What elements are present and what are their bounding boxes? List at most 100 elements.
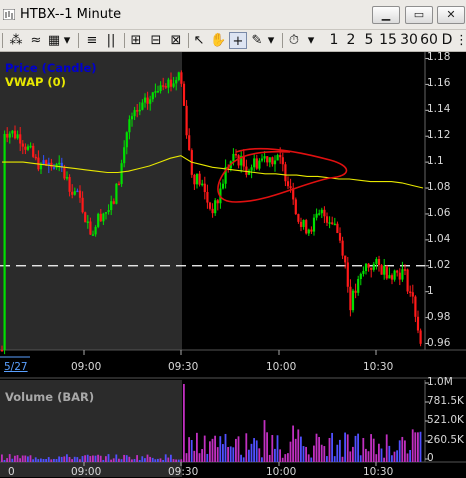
volume-bar [27, 456, 29, 462]
price-candle [276, 155, 279, 161]
price-candle [258, 160, 261, 169]
volume-bar [183, 384, 185, 462]
toolbar-grip [2, 33, 3, 48]
more-icon[interactable]: ⋮ [455, 33, 466, 48]
price-candle [37, 157, 40, 170]
price-candle [6, 133, 9, 138]
price-candle [21, 143, 24, 147]
date-label: 5/27 [4, 361, 28, 373]
price-candle [206, 192, 209, 203]
close-button[interactable]: ✕ [437, 6, 465, 24]
chevron-down-icon[interactable]: ▾ [307, 33, 315, 48]
pointer-icon[interactable]: ↖ [193, 33, 205, 48]
price-candle [344, 255, 347, 263]
volume-bar [242, 457, 245, 462]
price-candle [26, 146, 30, 150]
zoom-out-icon[interactable]: ⊟ [150, 33, 162, 48]
volume-bar [11, 458, 14, 462]
interval-1-button[interactable]: 1 [329, 32, 339, 48]
interval-60-button[interactable]: 60 [420, 32, 438, 48]
volume-bar [294, 438, 297, 462]
crosshair-icon[interactable]: + [229, 32, 247, 49]
price-candle [372, 263, 375, 270]
price-candle [328, 222, 331, 224]
price-candle [331, 222, 334, 225]
volume-bar [232, 447, 235, 462]
volume-bar [240, 454, 242, 462]
window-title: HTBX--1 Minute [20, 7, 122, 22]
price-candle [203, 183, 206, 193]
price-candle [104, 212, 108, 214]
volume-bar [396, 450, 398, 462]
zoom-in-icon[interactable]: ⊞ [130, 33, 142, 48]
volume-bar [167, 457, 170, 462]
price-candle [47, 162, 50, 166]
hand-icon[interactable]: ✋ [210, 33, 227, 48]
price-candle [351, 290, 355, 311]
price-candle [292, 188, 295, 200]
restore-button[interactable]: ▭ [405, 6, 433, 24]
price-candle [73, 191, 76, 195]
price-y-tick: 1.16 [427, 77, 451, 90]
interval-30-button[interactable]: 30 [400, 32, 418, 48]
lines-icon[interactable]: ≡ [86, 33, 98, 48]
volume-bar [245, 433, 248, 462]
price-candle [406, 269, 409, 292]
zoom-fit-icon[interactable]: ⊠ [170, 33, 182, 48]
volume-bar [250, 443, 253, 462]
volume-bar [367, 451, 370, 462]
price-candle [234, 153, 238, 156]
price-y-tick: 1.06 [427, 206, 451, 219]
volume-bar [110, 459, 112, 462]
price-candle [177, 72, 180, 81]
volume-bar [63, 456, 66, 462]
chevron-down-icon[interactable]: ▾ [267, 33, 275, 48]
cursor-tool-icon[interactable]: ⁂ [9, 33, 23, 48]
price-candle [336, 223, 339, 234]
price-candle [164, 86, 167, 88]
price-candle [315, 213, 318, 218]
volume-bar [258, 448, 261, 462]
volume-bar [175, 459, 177, 462]
volume-bar [222, 444, 224, 462]
interval-2-button[interactable]: 2 [346, 32, 356, 48]
price-candle [151, 92, 154, 100]
volume-bar [261, 457, 263, 462]
volume-bar [362, 437, 365, 462]
interval-5-button[interactable]: 5 [364, 32, 374, 48]
price-candle [390, 275, 394, 280]
volume-bar [372, 438, 375, 462]
chevron-down-icon[interactable]: ▾ [63, 33, 71, 48]
price-candle [195, 173, 199, 185]
price-candle [281, 157, 284, 165]
price-candle [299, 221, 303, 227]
price-candle [271, 157, 274, 165]
chart-type-icon[interactable]: ▦ [47, 33, 61, 48]
price-y-tick: 1 [427, 284, 434, 297]
interval-15-button[interactable]: 15 [379, 32, 397, 48]
interval-d-button[interactable]: D [441, 32, 453, 48]
x-tick: 10:00 [266, 466, 297, 478]
price-candle [279, 155, 282, 158]
volume-bar [73, 456, 76, 462]
volume-bar [409, 449, 411, 462]
volume-bar [193, 450, 196, 462]
minimize-button[interactable]: ▁ [372, 6, 400, 24]
price-candle [16, 134, 19, 139]
volume-bar [380, 448, 383, 462]
draw-tool-icon[interactable]: ≈ [30, 33, 42, 48]
price-candle [115, 183, 118, 204]
x-tick: 09:00 [71, 466, 102, 478]
volume-bar [209, 441, 211, 462]
price-candle [260, 158, 264, 161]
price-candle [99, 213, 102, 222]
price-candle [172, 83, 175, 87]
clock-icon[interactable]: ⏱ [288, 33, 300, 48]
pause-icon[interactable]: || [106, 33, 116, 48]
volume-bar [357, 433, 359, 462]
volume-y-tick: 521.0K [427, 414, 464, 426]
pencil-icon[interactable]: ✎ [251, 33, 263, 48]
price-candle [398, 272, 401, 280]
price-candle [201, 183, 204, 186]
